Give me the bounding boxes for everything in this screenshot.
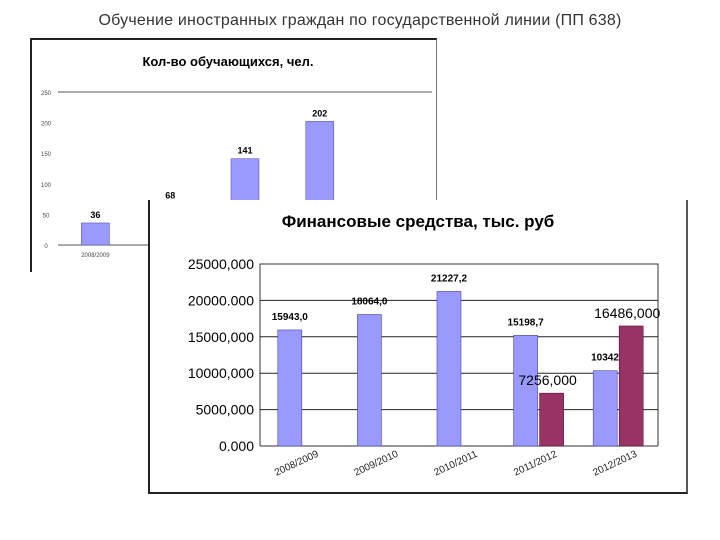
finance-bar-series1 [277,329,303,447]
students-y-tick-label: 100 [41,183,52,189]
finance-y-tick-label: 15000,000 [188,329,254,345]
students-y-tick-label: 150 [41,152,52,158]
finance-bar-value-label: 16486,000 [594,305,660,321]
students-y-tick-label: 200 [41,122,52,128]
finance-x-tick-label: 2008/2009 [273,449,321,479]
students-chart-title: Кол-во обучающихся, чел. [143,54,314,69]
finance-bar-series2 [618,325,644,447]
finance-bar-value-label: 10342,5 [591,353,628,364]
students-bar [81,222,110,246]
finance-chart-title: Финансовые средства, тыс. руб [282,212,555,231]
students-bar-value-label: 141 [237,146,252,156]
finance-bar-value-label: 18064,0 [351,296,388,307]
students-y-tick-label: 50 [43,213,50,219]
finance-bar-chart: Финансовые средства, тыс. руб 0.000 5000,0… [188,212,661,479]
page-title: Обучение иностранных граждан по государс… [98,12,622,29]
finance-chart-panel: Финансовые средства, тыс. руб 0.000 5000,0… [148,200,688,494]
finance-bar-value-label: 21227,2 [431,273,468,284]
finance-bar-value-label: 15198,7 [508,317,545,328]
finance-y-tick-label: 25000,000 [188,256,254,272]
finance-plot-border [259,263,659,446]
finance-x-tick-label: 2011/2012 [512,449,559,479]
students-y-tick-label: 0 [44,244,48,250]
finance-y-tick-label: 0.000 [219,438,254,454]
students-y-tick-label: 250 [41,91,52,97]
students-bar-value-label: 36 [90,210,100,220]
finance-bar-series1 [436,291,462,447]
finance-x-tick-label: 2009/2010 [353,449,401,479]
finance-x-tick-label: 2010/2011 [433,449,480,479]
finance-x-tick-label: 2012/2013 [591,449,639,479]
finance-bar-series2 [539,392,564,447]
finance-y-tick-label: 10000,000 [188,365,254,381]
students-bar-value-label: 68 [165,190,175,200]
finance-bar-series1 [592,370,618,447]
finance-bar-series1 [357,314,382,447]
finance-bar-value-label: 15943,0 [272,312,309,323]
finance-y-tick-label: 20000.000 [188,292,254,308]
finance-bar-series1 [513,335,538,447]
finance-bar-value-label: 7256,000 [518,372,577,388]
students-x-tick-label: 2008/2009 [81,253,110,259]
finance-y-tick-label: 5000,000 [196,402,255,418]
students-bar-value-label: 202 [312,108,327,118]
